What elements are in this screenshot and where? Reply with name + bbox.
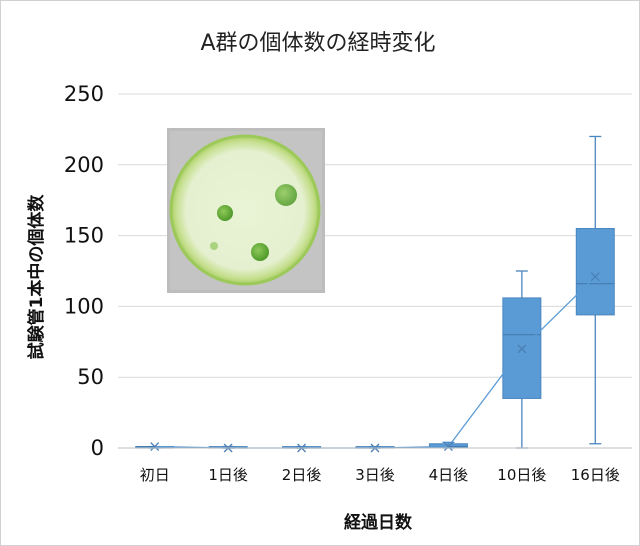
box-iqr [575,228,615,316]
mean-marker [443,442,453,452]
y-tick-label: 150 [64,224,104,248]
x-tick-label: 4日後 [429,466,469,484]
x-tick-label: 3日後 [355,466,395,484]
y-tick-label: 0 [91,436,104,460]
x-tick-label: 16日後 [571,466,620,484]
y-tick-labels: 0 50 100 150 200 250 [64,82,104,460]
mean-marker [590,272,600,282]
y-tick-label: 250 [64,82,104,106]
x-tick-label: 1日後 [208,466,248,484]
x-tick-label: 2日後 [282,466,322,484]
box-6 [575,135,615,445]
mean-marker [150,442,160,452]
chart-title: A群の個体数の経時変化 [200,31,435,56]
x-tick-labels: 初日 1日後 2日後 3日後 4日後 10日後 16日後 [140,466,620,484]
mean-marker [517,344,527,354]
x-tick-label: 初日 [140,466,170,484]
y-tick-label: 100 [64,294,104,318]
y-axis-label: 試験管1本中の個体数 [26,194,47,360]
culture-dish-photo [167,128,325,293]
x-tick-label: 10日後 [497,466,546,484]
y-tick-label: 200 [64,153,104,177]
x-axis-label: 経過日数 [344,512,413,533]
y-tick-label: 50 [77,365,104,389]
